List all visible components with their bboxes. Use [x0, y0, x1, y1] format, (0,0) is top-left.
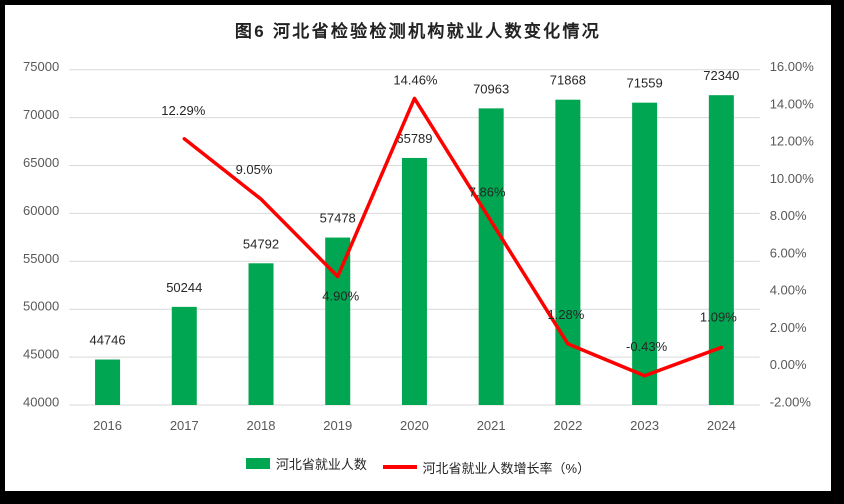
svg-text:2024: 2024 — [707, 418, 736, 433]
svg-text:65000: 65000 — [23, 155, 59, 170]
svg-text:2017: 2017 — [170, 418, 199, 433]
svg-text:75000: 75000 — [23, 59, 59, 74]
svg-text:71868: 71868 — [550, 73, 586, 88]
svg-text:-0.43%: -0.43% — [626, 339, 668, 354]
svg-text:6.00%: 6.00% — [770, 245, 807, 260]
svg-text:14.46%: 14.46% — [393, 72, 438, 87]
svg-text:65789: 65789 — [396, 131, 432, 146]
svg-text:44746: 44746 — [89, 333, 125, 348]
svg-text:60000: 60000 — [23, 203, 59, 218]
svg-text:-2.00%: -2.00% — [770, 395, 812, 410]
svg-text:4.00%: 4.00% — [770, 283, 807, 298]
svg-text:54792: 54792 — [243, 236, 279, 251]
svg-text:55000: 55000 — [23, 251, 59, 266]
svg-text:2020: 2020 — [400, 418, 429, 433]
svg-text:50244: 50244 — [166, 280, 202, 295]
svg-text:1.09%: 1.09% — [700, 309, 737, 324]
svg-text:2021: 2021 — [477, 418, 506, 433]
svg-text:57478: 57478 — [320, 211, 356, 226]
svg-text:50000: 50000 — [23, 299, 59, 314]
svg-text:16.00%: 16.00% — [770, 59, 815, 74]
svg-text:9.05%: 9.05% — [236, 162, 273, 177]
svg-text:0.00%: 0.00% — [770, 357, 807, 372]
svg-text:71559: 71559 — [627, 76, 663, 91]
svg-text:14.00%: 14.00% — [770, 96, 815, 111]
svg-text:2023: 2023 — [630, 418, 659, 433]
svg-text:2019: 2019 — [323, 418, 352, 433]
svg-text:45000: 45000 — [23, 347, 59, 362]
svg-text:12.29%: 12.29% — [161, 103, 206, 118]
svg-text:2.00%: 2.00% — [770, 320, 807, 335]
svg-text:72340: 72340 — [703, 68, 739, 83]
svg-text:70963: 70963 — [473, 81, 509, 96]
svg-text:12.00%: 12.00% — [770, 134, 815, 149]
svg-text:4.90%: 4.90% — [322, 288, 359, 303]
svg-text:2018: 2018 — [247, 418, 276, 433]
svg-text:8.00%: 8.00% — [770, 208, 807, 223]
svg-text:40000: 40000 — [23, 395, 59, 410]
svg-text:2022: 2022 — [553, 418, 582, 433]
svg-text:10.00%: 10.00% — [770, 171, 815, 186]
svg-text:70000: 70000 — [23, 107, 59, 122]
svg-text:1.28%: 1.28% — [547, 307, 584, 322]
svg-text:2016: 2016 — [93, 418, 122, 433]
svg-text:7.86%: 7.86% — [469, 184, 506, 199]
